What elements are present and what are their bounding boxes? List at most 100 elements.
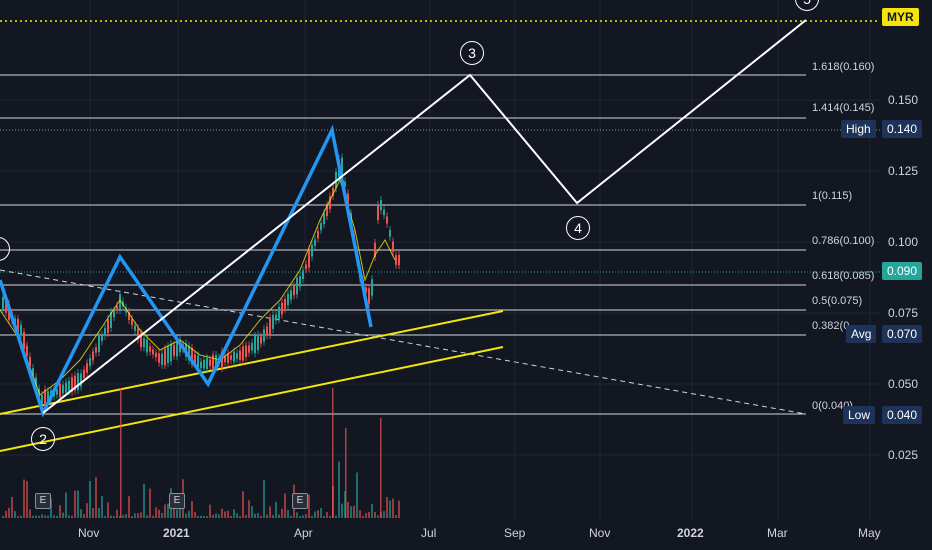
candle-body — [194, 354, 196, 364]
candle-body — [278, 306, 280, 320]
volume-bar — [299, 515, 301, 518]
candle-body — [146, 339, 148, 353]
candle-body — [167, 346, 169, 364]
candle-body — [113, 310, 115, 318]
earnings-mark[interactable]: E — [169, 493, 185, 509]
earnings-mark[interactable]: E — [292, 493, 308, 509]
volume-bar — [269, 506, 271, 518]
descending-trendline — [0, 269, 807, 415]
volume-bar — [155, 507, 157, 518]
volume-bar — [257, 513, 259, 518]
volume-bar — [353, 505, 355, 518]
volume-bar — [92, 507, 94, 518]
candle-body — [128, 311, 130, 321]
volume-bar — [254, 513, 256, 518]
volume-bar — [152, 515, 154, 518]
candle-body — [383, 209, 385, 216]
volume-bar — [20, 515, 22, 518]
volume-bar — [14, 511, 16, 518]
candle-body — [98, 335, 100, 353]
volume-bar — [200, 515, 202, 518]
candle-body — [41, 395, 43, 404]
volume-bar — [143, 483, 145, 518]
volume-bar — [245, 515, 247, 518]
volume-bar — [329, 515, 331, 518]
volume-bar — [345, 428, 347, 518]
volume-bar — [68, 515, 70, 518]
elliott-wave-projection — [42, 19, 807, 414]
candle-body — [392, 241, 394, 252]
candle-body — [20, 324, 22, 336]
candle-body — [260, 336, 262, 344]
volume-bar — [206, 515, 208, 518]
candle-body — [23, 331, 25, 350]
price-tick: 0.125 — [888, 164, 919, 178]
candle-body — [272, 315, 274, 329]
candle-body — [317, 230, 319, 239]
volume-bar — [80, 509, 82, 518]
volume-bar — [251, 506, 253, 518]
earnings-mark[interactable]: E — [35, 493, 51, 509]
candle-body — [125, 307, 127, 313]
volume-bar — [242, 491, 244, 518]
volume-bar — [59, 505, 61, 518]
volume-bar — [326, 512, 328, 518]
volume-bar — [113, 515, 115, 518]
volume-bar — [98, 507, 100, 518]
volume-bar — [215, 513, 217, 518]
low-value-tag: 0.040 — [882, 406, 923, 424]
elliott-wave-history — [0, 124, 373, 418]
time-tick: 2021 — [163, 526, 190, 540]
time-tick: Nov — [78, 526, 100, 540]
candle-body — [269, 318, 271, 335]
candle-body — [107, 319, 109, 333]
candle-body — [47, 391, 49, 402]
volume-bar — [74, 490, 76, 518]
currency-badge[interactable]: MYR — [882, 8, 919, 26]
time-tick: Sep — [504, 526, 526, 540]
candle-body — [323, 213, 325, 225]
candle-body — [398, 254, 400, 266]
volume-bar — [86, 503, 88, 518]
volume-bar — [395, 515, 397, 518]
volume-bar — [83, 514, 85, 518]
fib-label: 0.382(0 — [812, 320, 850, 332]
candle-body — [134, 325, 136, 331]
volume-bar — [356, 472, 358, 518]
candle-body — [242, 346, 244, 361]
candle-body — [257, 334, 259, 350]
candle-body — [116, 305, 118, 311]
candle-body — [305, 264, 307, 270]
candle-body — [137, 328, 139, 340]
volume-bar — [131, 516, 133, 518]
candle-body — [86, 363, 88, 373]
candle-body — [299, 276, 301, 287]
candle-body — [62, 384, 64, 394]
candle-body — [329, 196, 331, 210]
volume-bar — [173, 502, 175, 518]
volume-bar — [185, 513, 187, 518]
volume-bar — [362, 515, 364, 518]
current-price-tag: 0.090 — [882, 262, 923, 280]
candle-body — [77, 373, 79, 390]
fib-label: 1(0.115) — [812, 190, 853, 202]
volume-bar — [44, 515, 46, 518]
candle-body — [368, 288, 370, 304]
volume-bar — [158, 509, 160, 518]
volume-bar — [17, 515, 19, 518]
volume-bar — [398, 500, 400, 518]
volume-bar — [65, 492, 67, 518]
volume-bar — [272, 515, 274, 518]
candle-body — [197, 355, 199, 369]
volume-bar — [308, 494, 310, 518]
channel-upper — [0, 310, 504, 415]
avg-value-tag: 0.070 — [882, 325, 923, 343]
candle-body — [89, 358, 91, 366]
candle-body — [254, 335, 256, 354]
volume-bar — [8, 507, 10, 518]
candle-body — [224, 355, 226, 363]
price-tick: 0.025 — [888, 448, 919, 462]
volume-bar — [296, 512, 298, 518]
volume-bar — [338, 461, 340, 518]
